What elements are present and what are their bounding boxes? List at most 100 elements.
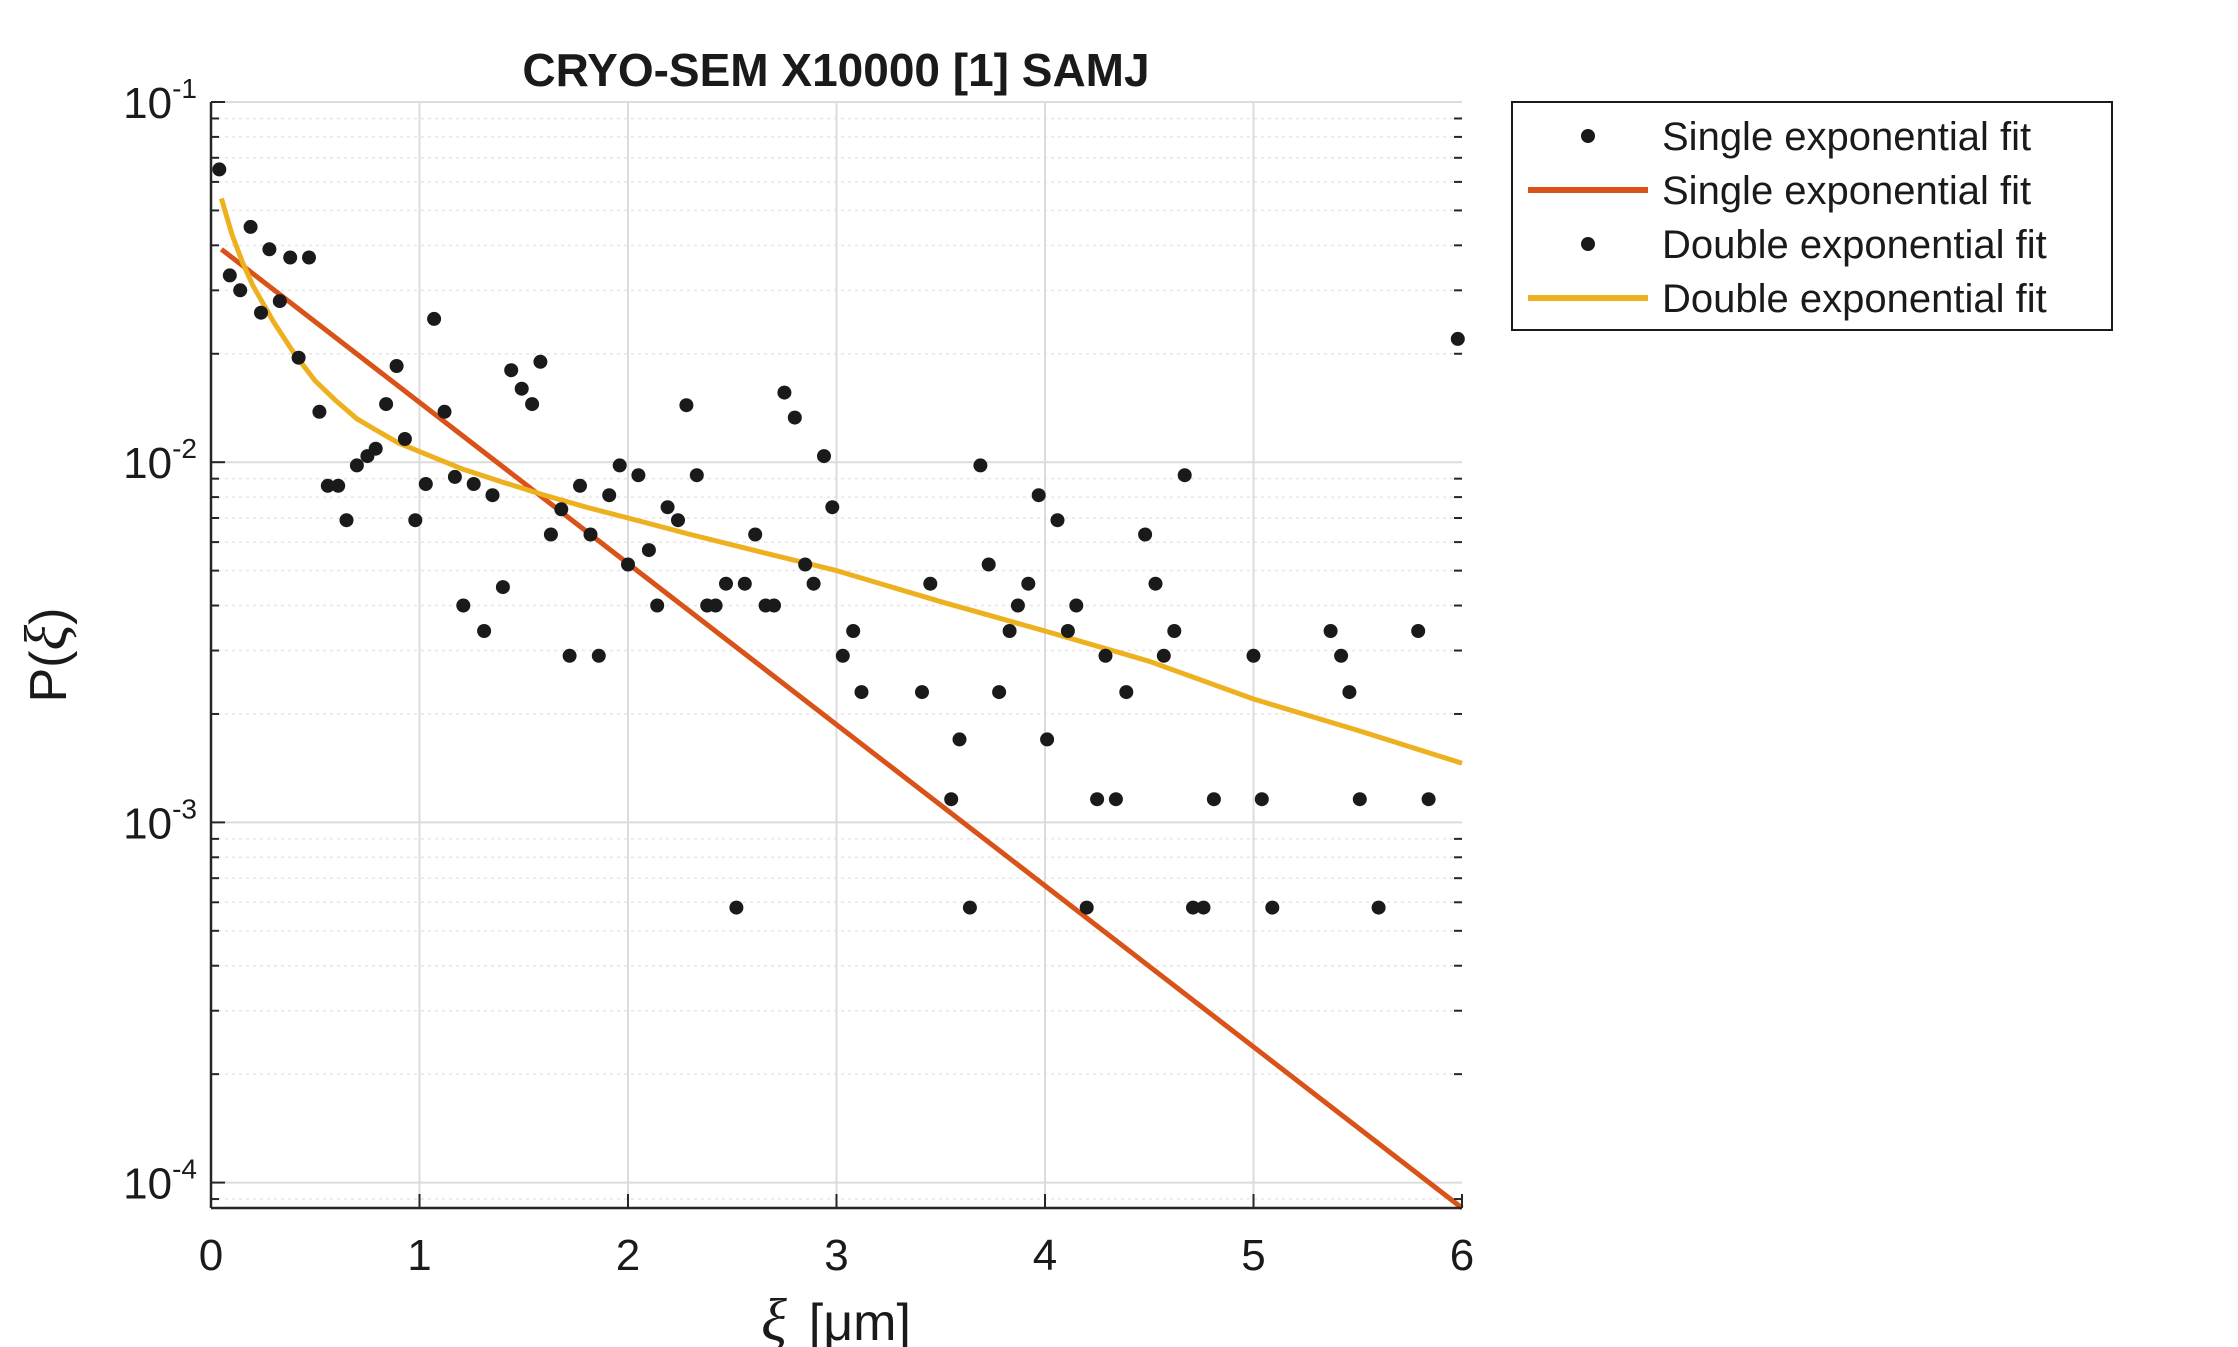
data-point (944, 792, 959, 807)
data-point (923, 576, 938, 591)
data-point (621, 557, 635, 572)
data-point (514, 381, 529, 396)
data-point (1021, 576, 1036, 591)
x-tick-label: 0 (199, 1231, 223, 1280)
data-point (254, 305, 268, 320)
y-tick-label: 10-4 (123, 1154, 197, 1209)
data-point (1334, 648, 1349, 663)
data-point (1040, 732, 1055, 747)
data-point (1411, 624, 1426, 638)
data-point (1450, 331, 1465, 346)
data-point (1148, 576, 1163, 591)
data-point (543, 527, 558, 542)
y-tick-label: 10-2 (123, 433, 197, 488)
data-point (1177, 468, 1192, 483)
data-point (660, 500, 675, 515)
data-point (825, 500, 840, 515)
data-point (1254, 792, 1269, 807)
data-point (1342, 685, 1357, 700)
data-point (1323, 624, 1338, 638)
x-tick-label: 5 (1241, 1231, 1265, 1280)
data-point (1002, 624, 1017, 638)
data-points (212, 162, 1465, 915)
data-point (554, 502, 569, 517)
data-point (320, 478, 335, 493)
data-point (408, 513, 423, 528)
x-axis-label: ξ [μm] (761, 1287, 911, 1347)
data-point (243, 219, 258, 234)
data-point (466, 477, 481, 491)
data-point (477, 624, 492, 638)
data-point (719, 576, 733, 591)
data-point (427, 311, 442, 326)
data-point (302, 250, 316, 265)
data-point (1421, 792, 1436, 807)
data-point (631, 468, 646, 483)
chart-title: CRYO-SEM X10000 [1] SAMJ (522, 44, 1149, 96)
data-point (495, 580, 510, 595)
data-point (331, 478, 346, 493)
data-point (272, 294, 287, 309)
data-point (1167, 624, 1182, 638)
data-point (262, 242, 277, 257)
data-point (915, 685, 929, 700)
legend-label-double-line: Double exponential fit (1662, 277, 2047, 321)
data-point (952, 732, 967, 747)
x-tick-label: 4 (1033, 1231, 1057, 1280)
x-tick-label: 1 (407, 1231, 431, 1280)
data-point (671, 513, 685, 528)
data-point (602, 488, 617, 503)
data-point (349, 458, 364, 473)
data-point (456, 598, 471, 613)
data-point (418, 477, 433, 491)
data-point (817, 449, 831, 464)
data-point (1079, 900, 1094, 915)
y-tick-label: 10-1 (123, 73, 197, 128)
x-tick-labels: 0 1 2 3 4 5 6 (199, 1231, 1474, 1280)
data-point (283, 250, 298, 265)
data-point (368, 441, 383, 456)
data-point (1246, 648, 1261, 663)
legend-label-single-points: Single exponential fit (1662, 115, 2031, 159)
y-tick-label: 10-3 (123, 793, 197, 848)
data-point (1108, 792, 1123, 807)
data-point (339, 513, 354, 528)
data-point (767, 598, 781, 613)
data-point (992, 685, 1007, 700)
data-point (1090, 792, 1105, 807)
data-point (233, 283, 248, 298)
data-point (1031, 488, 1046, 503)
data-point (806, 576, 821, 591)
data-point (389, 359, 404, 373)
data-point (1098, 648, 1113, 663)
x-tick-label: 2 (616, 1231, 640, 1280)
data-point (1069, 598, 1084, 613)
x-tick-label: 3 (824, 1231, 848, 1280)
data-point (679, 398, 694, 413)
data-point (689, 468, 704, 483)
y-axis-label: P(ξ) (13, 607, 79, 702)
legend-box (1511, 101, 2113, 331)
data-point (1119, 685, 1134, 700)
data-point (533, 354, 548, 369)
fit-lines (219, 197, 1464, 1210)
data-point (1206, 792, 1221, 807)
data-point (573, 478, 587, 493)
data-point (835, 648, 850, 663)
legend: Single exponential fit Single exponentia… (1511, 101, 2113, 331)
fit-line-series-3 (219, 197, 1463, 766)
data-point (525, 397, 540, 412)
data-point (650, 598, 665, 613)
data-point (1352, 792, 1367, 807)
legend-marker-double-points (1581, 237, 1595, 251)
x-tick-label: 6 (1450, 1231, 1474, 1280)
axes (209, 101, 1463, 1210)
data-point (504, 363, 519, 378)
data-point (1186, 900, 1200, 915)
data-point (1050, 513, 1065, 528)
data-point (1156, 648, 1171, 663)
data-point (787, 410, 802, 425)
data-point (447, 469, 462, 484)
y-tick-labels: 10-4 10-3 10-2 10-1 (123, 73, 197, 1209)
